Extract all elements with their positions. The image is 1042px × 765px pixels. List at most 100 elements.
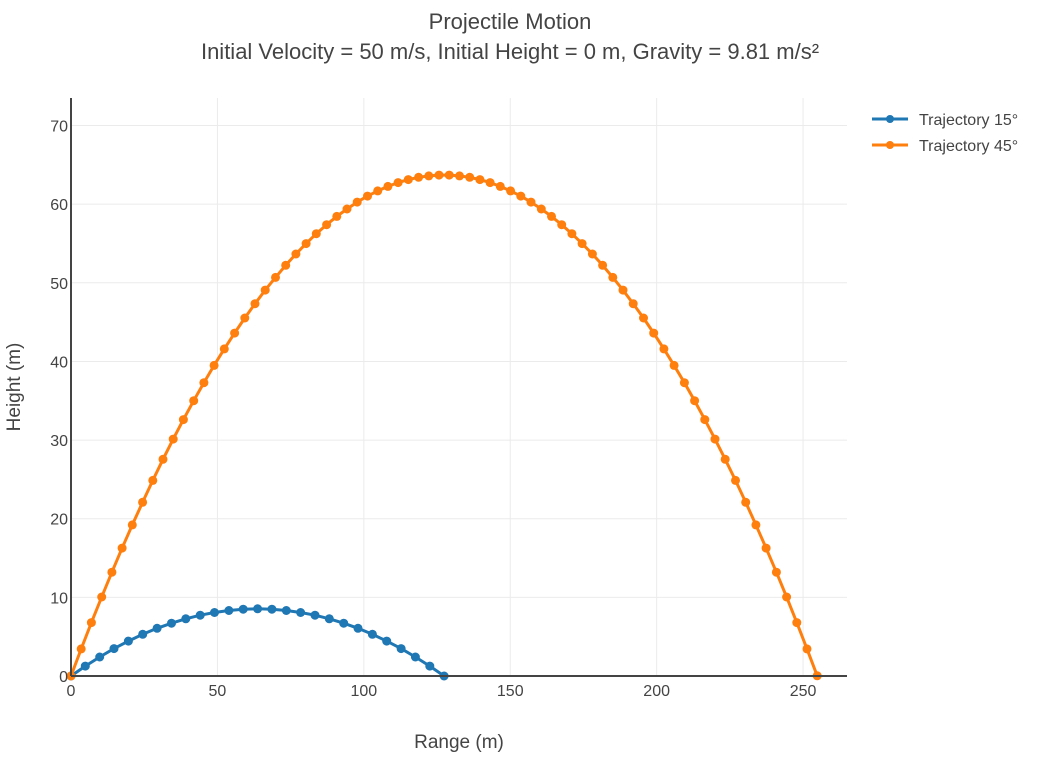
- series-trajectory-45-point: [76, 644, 86, 654]
- series-trajectory-45-point: [107, 567, 117, 577]
- series-trajectory-15-point: [339, 618, 349, 628]
- series-trajectory-45-point: [475, 175, 485, 185]
- series-trajectory-45-point: [332, 211, 342, 221]
- series-trajectory-15-point: [296, 608, 306, 617]
- series-trajectory-45-point: [495, 181, 505, 191]
- series-trajectory-15-point: [253, 604, 263, 614]
- series-trajectory-45-point: [444, 170, 454, 180]
- series-trajectory-45-point: [138, 497, 148, 507]
- series-trajectory-45-point: [782, 592, 792, 602]
- series-trajectory-15-point: [123, 636, 133, 646]
- series-trajectory-45-point: [659, 344, 669, 354]
- legend-label-trajectory-45: Trajectory 45°: [919, 138, 1018, 155]
- series-trajectory-45-point: [271, 272, 280, 282]
- series-trajectory-45-point: [97, 592, 107, 602]
- y-tick-label: 30: [50, 433, 68, 450]
- x-tick-labels: 0 50 100 150 200 250: [67, 683, 817, 700]
- series-trajectory-45-point: [690, 396, 700, 406]
- series-trajectory-15-point: [109, 644, 119, 654]
- series-trajectory-15-point: [80, 661, 90, 671]
- series-trajectory-45-point: [434, 170, 444, 180]
- series-trajectory-15-point: [324, 614, 334, 624]
- series-trajectory-45-point: [455, 171, 464, 181]
- series-trajectory-45-point: [127, 520, 137, 530]
- series-trajectory-45-point: [802, 644, 812, 654]
- legend-item-trajectory-45[interactable]: Trajectory 45°: [872, 138, 1018, 155]
- series-trajectory-45-point: [414, 172, 424, 182]
- series-trajectory-15-point: [310, 610, 320, 620]
- series-trajectory-45-point: [148, 475, 158, 485]
- series-trajectory-45-point: [168, 434, 178, 444]
- series-trajectory-45-point: [771, 567, 781, 577]
- y-tick-label: 60: [50, 197, 68, 214]
- series-trajectory-15-point: [267, 604, 277, 614]
- series-trajectory-15-point: [281, 606, 291, 615]
- legend-marker-trajectory-15: [886, 115, 894, 123]
- series-trajectory-45-point: [363, 191, 372, 201]
- x-tick-label: 200: [643, 683, 670, 700]
- series-trajectory-45-point: [761, 543, 771, 553]
- series-trajectory-45-point: [311, 229, 321, 239]
- series-trajectory-45-point: [598, 260, 608, 270]
- y-tick-labels: 0 10 20 30 40 50 60 70: [50, 119, 68, 686]
- series-trajectory-45-point: [792, 618, 802, 628]
- series-trajectory-45-point: [383, 181, 393, 191]
- legend-label-trajectory-15: Trajectory 15°: [919, 112, 1018, 129]
- series-trajectory-45-point: [710, 434, 720, 444]
- series-trajectory-45-point: [250, 299, 260, 309]
- series-trajectory-45-point: [587, 249, 597, 259]
- y-tick-label: 10: [50, 590, 68, 607]
- series-trajectory-45-point: [86, 618, 96, 628]
- y-axis-title: Height (m): [4, 343, 25, 432]
- series-trajectory-45-point: [230, 328, 240, 338]
- series-trajectory-45-point: [393, 178, 403, 188]
- series-trajectory-45-point: [577, 239, 587, 249]
- series-trajectory-45-point: [618, 285, 628, 295]
- y-tick-label: 20: [50, 512, 68, 529]
- series-trajectory-45-point: [178, 415, 188, 425]
- legend: Trajectory 15° Trajectory 45°: [872, 112, 1018, 155]
- x-tick-label: 150: [497, 683, 524, 700]
- series-trajectory-45-point: [301, 239, 311, 249]
- series-trajectory-45-point: [639, 313, 648, 323]
- y-tick-label: 40: [50, 354, 68, 371]
- series-trajectory-15-point: [195, 610, 205, 620]
- series-trajectory-15-point: [167, 618, 176, 628]
- series-trajectory-15-point: [224, 606, 234, 615]
- series-trajectory-15-point: [152, 623, 162, 633]
- series-trajectory-45-point: [628, 299, 638, 309]
- series-trajectory-45-line: [69, 173, 819, 677]
- series-trajectory-45-point: [751, 520, 761, 530]
- series-trajectory-45-point: [117, 543, 127, 553]
- series-trajectory-15-point: [367, 629, 377, 639]
- series-trajectory-45-point: [485, 178, 495, 188]
- series-trajectory-15-point: [210, 608, 219, 617]
- series-trajectory-45-point: [731, 475, 740, 485]
- series-trajectory-15-point: [410, 652, 420, 662]
- chart-subtitle: Initial Velocity = 50 m/s, Initial Heigh…: [201, 39, 819, 64]
- series-trajectory-45-point: [557, 220, 567, 230]
- series-trajectory-15-point: [353, 623, 363, 633]
- series-trajectory-15-point: [396, 644, 406, 654]
- legend-item-trajectory-15[interactable]: Trajectory 15°: [872, 112, 1018, 129]
- series-trajectory-45-point: [209, 360, 219, 370]
- x-tick-label: 50: [209, 683, 227, 700]
- series-trajectory-45-point: [158, 454, 168, 464]
- series-trajectory-45-point: [547, 211, 556, 221]
- series-trajectory-45-point: [567, 229, 577, 239]
- series-trajectory-45-point: [352, 197, 362, 207]
- chart-title: Projectile Motion: [429, 9, 592, 34]
- grid-lines: [71, 98, 847, 676]
- series-trajectory-45-point: [679, 378, 689, 388]
- series-trajectory-45-point: [291, 249, 301, 259]
- series-trajectory-45-point: [373, 186, 383, 196]
- series-trajectory-15-point: [95, 652, 105, 662]
- series-trajectory-15-point: [382, 636, 392, 646]
- x-tick-label: 250: [790, 683, 817, 700]
- series-trajectory-45-point: [649, 328, 659, 338]
- series-trajectory-45-point: [720, 454, 730, 464]
- series-trajectory-15-point: [425, 661, 435, 671]
- y-tick-label: 70: [50, 119, 68, 136]
